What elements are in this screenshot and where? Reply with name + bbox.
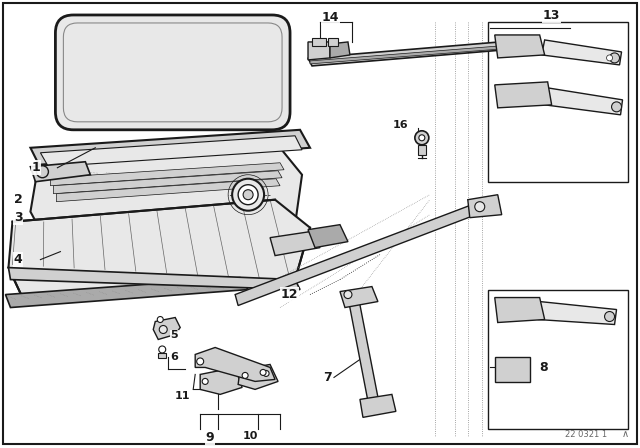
Polygon shape: [200, 367, 242, 394]
Polygon shape: [8, 200, 310, 297]
Text: 10: 10: [243, 431, 258, 441]
Text: 2: 2: [13, 193, 22, 206]
Circle shape: [609, 53, 620, 63]
Circle shape: [242, 372, 248, 379]
Bar: [328, 38, 338, 46]
Circle shape: [159, 326, 167, 333]
Polygon shape: [31, 148, 302, 240]
Polygon shape: [56, 179, 280, 202]
Polygon shape: [238, 364, 278, 389]
Polygon shape: [545, 88, 623, 115]
Text: 6: 6: [170, 353, 178, 362]
Text: 12: 12: [280, 288, 298, 301]
Text: 11: 11: [175, 392, 190, 401]
Text: 14: 14: [322, 12, 339, 25]
Circle shape: [36, 166, 49, 178]
Polygon shape: [6, 278, 248, 307]
Text: 5: 5: [170, 331, 178, 340]
Polygon shape: [495, 297, 545, 323]
Text: 8: 8: [540, 361, 548, 374]
Polygon shape: [468, 195, 502, 218]
Polygon shape: [153, 318, 180, 340]
Polygon shape: [310, 46, 502, 64]
Circle shape: [243, 190, 253, 200]
Text: 13: 13: [543, 9, 560, 22]
Text: 16: 16: [392, 120, 408, 130]
Text: 1: 1: [31, 161, 40, 174]
Circle shape: [157, 317, 163, 323]
Text: ∧: ∧: [621, 429, 628, 439]
Text: 7: 7: [323, 371, 332, 384]
Circle shape: [260, 370, 266, 375]
Polygon shape: [340, 287, 378, 307]
Polygon shape: [195, 348, 275, 381]
Circle shape: [159, 346, 166, 353]
Polygon shape: [348, 294, 380, 411]
Circle shape: [232, 179, 264, 211]
Circle shape: [607, 55, 612, 61]
Polygon shape: [308, 42, 330, 60]
Circle shape: [419, 135, 425, 141]
Polygon shape: [495, 35, 545, 58]
Circle shape: [196, 358, 204, 365]
Circle shape: [605, 311, 614, 322]
Polygon shape: [308, 224, 348, 248]
Polygon shape: [235, 202, 484, 306]
Bar: [312, 38, 326, 46]
Circle shape: [475, 202, 484, 211]
Polygon shape: [51, 163, 284, 186]
Polygon shape: [308, 42, 504, 66]
Bar: [418, 145, 426, 155]
Bar: [488, 289, 628, 429]
Polygon shape: [31, 130, 310, 168]
Polygon shape: [495, 82, 552, 108]
Circle shape: [263, 370, 269, 376]
Polygon shape: [8, 267, 300, 289]
Circle shape: [415, 131, 429, 145]
Circle shape: [344, 291, 352, 298]
Polygon shape: [31, 162, 90, 182]
Polygon shape: [538, 302, 616, 324]
Polygon shape: [40, 136, 302, 167]
Polygon shape: [270, 232, 320, 256]
Polygon shape: [360, 394, 396, 418]
Polygon shape: [330, 42, 350, 58]
Text: 22 0321 1: 22 0321 1: [564, 431, 607, 439]
Polygon shape: [541, 40, 621, 65]
Bar: [488, 22, 628, 182]
Text: 9: 9: [206, 431, 214, 444]
Circle shape: [612, 102, 621, 112]
FancyBboxPatch shape: [56, 15, 290, 130]
Bar: [158, 353, 166, 358]
Polygon shape: [53, 171, 282, 194]
Text: 4: 4: [13, 253, 22, 266]
Bar: [495, 358, 530, 383]
Circle shape: [238, 185, 258, 205]
Circle shape: [202, 379, 208, 384]
Text: 3: 3: [14, 211, 22, 224]
